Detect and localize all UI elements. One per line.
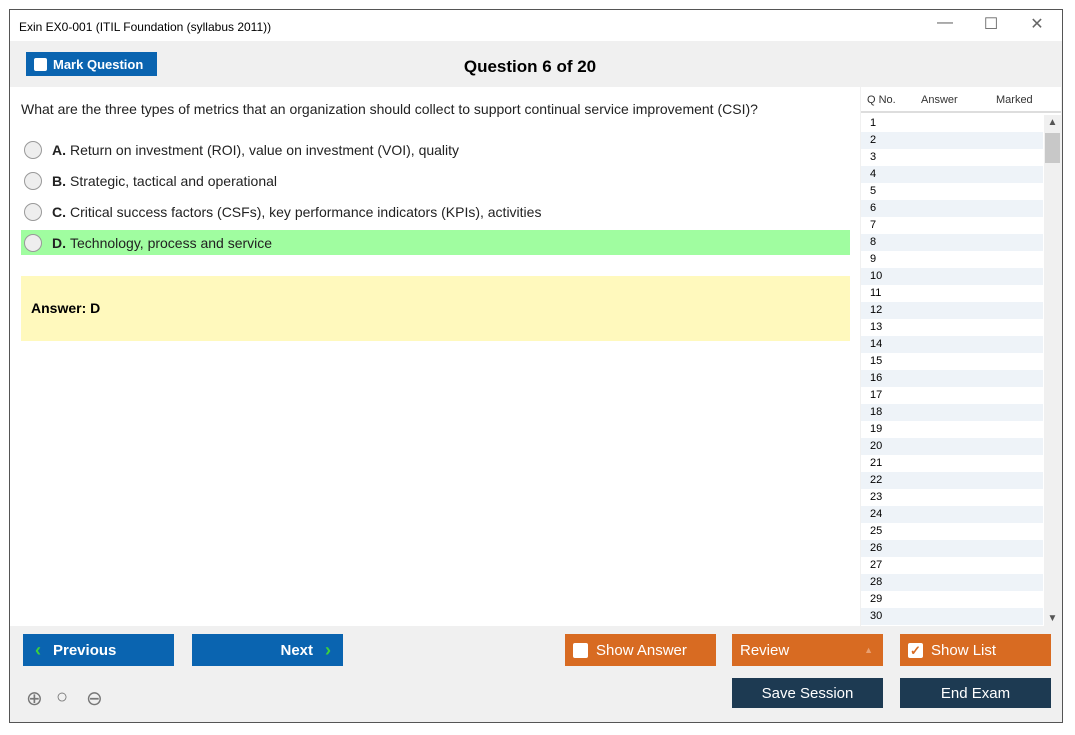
header-marked: Marked (996, 94, 1033, 106)
mark-question-button[interactable]: Mark Question (26, 52, 157, 76)
exam-window: Exin EX0-001 (ITIL Foundation (syllabus … (9, 9, 1063, 723)
list-row[interactable]: 9 (870, 253, 877, 265)
list-row[interactable]: 2 (861, 132, 1043, 149)
list-row[interactable]: 30 (861, 608, 1043, 625)
checkbox-icon (34, 57, 47, 71)
list-header: Q No. Answer Marked (861, 87, 1061, 113)
list-row[interactable]: 20 (861, 438, 1043, 455)
list-row[interactable]: 27 (870, 559, 883, 571)
option-a[interactable]: A. Return on investment (ROI), value on i… (21, 137, 850, 162)
list-row[interactable]: 14 (861, 336, 1043, 353)
scroll-down-icon[interactable]: ▼ (1047, 613, 1058, 624)
radio-button[interactable] (24, 233, 42, 252)
list-row[interactable]: 17 (870, 389, 883, 401)
option-text: Return on investment (ROI), value on inv… (70, 141, 460, 158)
review-label: Review (740, 641, 790, 659)
checkbox-checked-icon[interactable]: ✓ (908, 642, 923, 658)
scrollbar[interactable]: ▲ ▼ (1044, 115, 1061, 626)
option-letter: D. (52, 234, 66, 251)
list-row[interactable]: 8 (861, 234, 1043, 251)
window-title: Exin EX0-001 (ITIL Foundation (syllabus … (19, 20, 272, 34)
question-text: What are the three types of metrics that… (21, 101, 758, 117)
list-row[interactable]: 6 (861, 200, 1043, 217)
list-row[interactable]: 13 (870, 321, 883, 333)
radio-button[interactable] (24, 202, 42, 221)
show-list-label: Show List (931, 641, 997, 659)
list-row[interactable]: 7 (870, 219, 877, 231)
option-letter: B. (52, 172, 66, 189)
list-row[interactable]: 5 (870, 185, 877, 197)
list-row[interactable]: 1 (870, 117, 877, 129)
next-label: Next (280, 641, 313, 659)
maximize-button[interactable]: ☐ (983, 16, 999, 33)
radio-button[interactable] (24, 171, 42, 190)
end-exam-button[interactable]: End Exam (900, 678, 1051, 708)
list-row[interactable]: 23 (870, 491, 883, 503)
review-dropdown[interactable]: Review ▲ (732, 634, 883, 666)
option-c[interactable]: C. Critical success factors (CSFs), key p… (21, 199, 850, 224)
option-letter: C. (52, 203, 66, 220)
save-session-button[interactable]: Save Session (732, 678, 883, 708)
zoom-in-icon[interactable]: ⊕ (26, 688, 43, 710)
list-row[interactable]: 24 (861, 506, 1043, 523)
close-button[interactable]: ✕ (1030, 16, 1044, 33)
list-row[interactable]: 28 (861, 574, 1043, 591)
list-row[interactable]: 18 (861, 404, 1043, 421)
list-row[interactable]: 4 (861, 166, 1043, 183)
minimize-button[interactable]: — (937, 14, 953, 31)
list-row[interactable]: 25 (870, 525, 883, 537)
option-text: Strategic, tactical and operational (70, 172, 278, 189)
option-text: Technology, process and service (70, 234, 273, 251)
next-button[interactable]: Next › (192, 634, 343, 666)
list-row[interactable]: 10 (861, 268, 1043, 285)
question-panel: What are the three types of metrics that… (10, 87, 860, 626)
list-row[interactable]: 15 (870, 355, 883, 367)
list-row[interactable]: 22 (861, 472, 1043, 489)
question-title: Question 6 of 20 (463, 57, 597, 76)
option-letter: A. (52, 141, 66, 158)
list-row[interactable]: 26 (861, 540, 1043, 557)
radio-button[interactable] (24, 140, 42, 159)
list-row[interactable]: 12 (861, 302, 1043, 319)
zoom-reset-icon[interactable]: ○ (56, 686, 69, 708)
chevron-right-icon: › (325, 639, 331, 660)
question-list: Q No. Answer Marked 1 2 3 4 5 6 7 8 9 10 11 12 13 14 1… (861, 87, 1061, 626)
caret-up-icon: ▲ (864, 645, 873, 655)
list-row[interactable]: 3 (870, 151, 877, 163)
list-row[interactable]: 21 (870, 457, 883, 469)
header-qno: Q No. (867, 94, 896, 106)
scroll-up-icon[interactable]: ▲ (1047, 117, 1058, 128)
list-row[interactable]: 19 (870, 423, 883, 435)
option-b[interactable]: B. Strategic, tactical and operational (21, 168, 850, 193)
list-rows: 1 2 3 4 5 6 7 8 9 10 11 12 13 14 15 16 17 18 19 20 21 22 23 24 2… (861, 115, 1043, 625)
title-bar: Exin EX0-001 (ITIL Foundation (syllabus … (10, 10, 1062, 41)
list-row[interactable]: 16 (861, 370, 1043, 387)
option-d[interactable]: D. Technology, process and service (21, 230, 850, 255)
answer-box: Answer: D (21, 276, 850, 341)
show-answer-label: Show Answer (596, 641, 687, 659)
previous-label: Previous (53, 641, 117, 659)
show-answer-button[interactable]: Show Answer (565, 634, 716, 666)
previous-button[interactable]: ‹ Previous (23, 634, 174, 666)
option-text: Critical success factors (CSFs), key per… (70, 203, 542, 220)
list-row[interactable]: 11 (870, 287, 882, 299)
header-answer: Answer (921, 94, 958, 106)
chevron-left-icon: ‹ (35, 639, 41, 660)
mark-question-label: Mark Question (53, 56, 144, 72)
list-row[interactable]: 29 (870, 593, 883, 605)
zoom-out-icon[interactable]: ⊖ (86, 688, 103, 710)
show-list-button[interactable]: ✓ Show List (900, 634, 1051, 666)
checkbox-icon[interactable] (573, 642, 588, 658)
scroll-thumb[interactable] (1045, 133, 1060, 163)
